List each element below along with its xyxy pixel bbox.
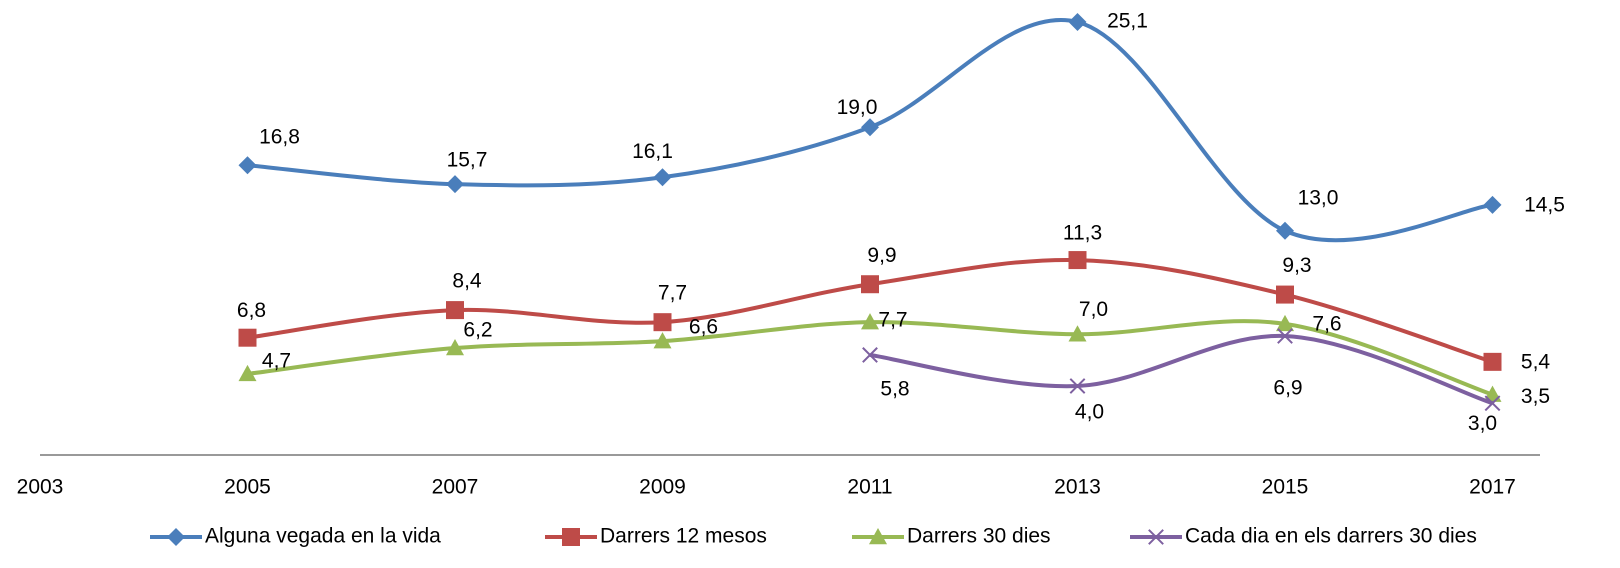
legend-marker — [167, 528, 185, 546]
data-label: 8,4 — [452, 270, 482, 293]
data-label: 25,1 — [1107, 10, 1148, 33]
x-tick-label: 2017 — [1469, 476, 1516, 499]
legend-marker — [562, 528, 580, 546]
legend-item: Darrers 12 mesos — [545, 525, 767, 548]
marker — [1068, 251, 1087, 270]
data-label: 7,6 — [1312, 312, 1341, 335]
line — [869, 333, 1494, 406]
marker — [1276, 285, 1294, 304]
legend-marker — [1148, 529, 1164, 545]
data-label: 9,3 — [1282, 254, 1311, 277]
x-tick-label: 2005 — [224, 476, 271, 499]
data-label: 6,6 — [689, 316, 718, 339]
series: 6,8 8,4 7,7 9,9 11,3 9,3 5,4 — [237, 222, 1551, 374]
marker — [1276, 221, 1294, 240]
x-tick-label: 2003 — [17, 476, 64, 499]
data-label: 15,7 — [447, 149, 488, 172]
marker — [653, 168, 672, 187]
data-label: 14,5 — [1524, 193, 1565, 216]
series: 4,7 6,2 6,6 7,7 7,0 7,6 3,5 — [238, 298, 1550, 408]
data-label: 6,8 — [237, 299, 266, 322]
marker — [861, 313, 879, 330]
data-label: 19,0 — [837, 96, 878, 119]
data-label: 6,2 — [463, 319, 492, 342]
x-tick-label: 2011 — [847, 476, 892, 499]
data-label: 4,0 — [1075, 401, 1104, 424]
marker — [1276, 314, 1294, 332]
marker — [1483, 352, 1502, 371]
marker — [861, 275, 879, 294]
data-label: 6,9 — [1273, 377, 1302, 400]
marker — [653, 313, 672, 332]
x-tick-label: 2007 — [432, 476, 479, 499]
legend-label: Cada dia en els darrers 30 dies — [1185, 525, 1477, 548]
data-label: 9,9 — [867, 244, 896, 267]
x-tick-label: 2015 — [1262, 476, 1309, 499]
marker — [1068, 325, 1087, 342]
legend-marker — [869, 528, 887, 545]
data-label: 16,8 — [259, 126, 300, 149]
data-label: 13,0 — [1298, 186, 1339, 209]
data-label: 4,7 — [262, 349, 291, 372]
marker — [861, 118, 879, 137]
legend-label: Darrers 30 dies — [907, 525, 1051, 548]
series: 16,8 15,7 16,1 19,0 25,1 13,0 14,5 — [238, 10, 1565, 243]
marker — [446, 339, 464, 356]
x-tick-label: 2009 — [639, 476, 686, 499]
marker — [238, 364, 257, 382]
series: 5,8 4,0 6,9 3,0 — [862, 328, 1501, 435]
marker — [1484, 395, 1501, 412]
marker — [238, 328, 257, 347]
marker — [446, 175, 464, 194]
data-label: 7,7 — [658, 282, 687, 305]
data-label: 7,7 — [878, 309, 907, 332]
marker — [862, 347, 878, 363]
marker — [653, 332, 672, 349]
data-label: 11,3 — [1063, 222, 1102, 245]
marker — [446, 301, 464, 320]
marker — [1069, 378, 1086, 394]
legend-item: Cada dia en els darrers 30 dies — [1130, 525, 1477, 548]
data-label: 16,1 — [632, 140, 673, 163]
marker — [238, 156, 257, 175]
legend-item: Darrers 30 dies — [852, 525, 1051, 548]
data-label: 5,4 — [1521, 350, 1551, 373]
marker — [1277, 328, 1293, 344]
line — [247, 319, 1494, 397]
data-label: 5,8 — [880, 377, 909, 400]
legend-item: Alguna vegada en la vida — [150, 525, 441, 548]
legend-label: Darrers 12 mesos — [600, 525, 767, 548]
data-label: 3,5 — [1521, 385, 1550, 408]
x-tick-label: 2013 — [1054, 476, 1101, 499]
legend-label: Alguna vegada en la vida — [205, 525, 441, 548]
data-label: 7,0 — [1079, 298, 1108, 321]
data-label: 3,0 — [1468, 412, 1497, 435]
marker — [1068, 13, 1087, 32]
marker — [1483, 195, 1502, 214]
